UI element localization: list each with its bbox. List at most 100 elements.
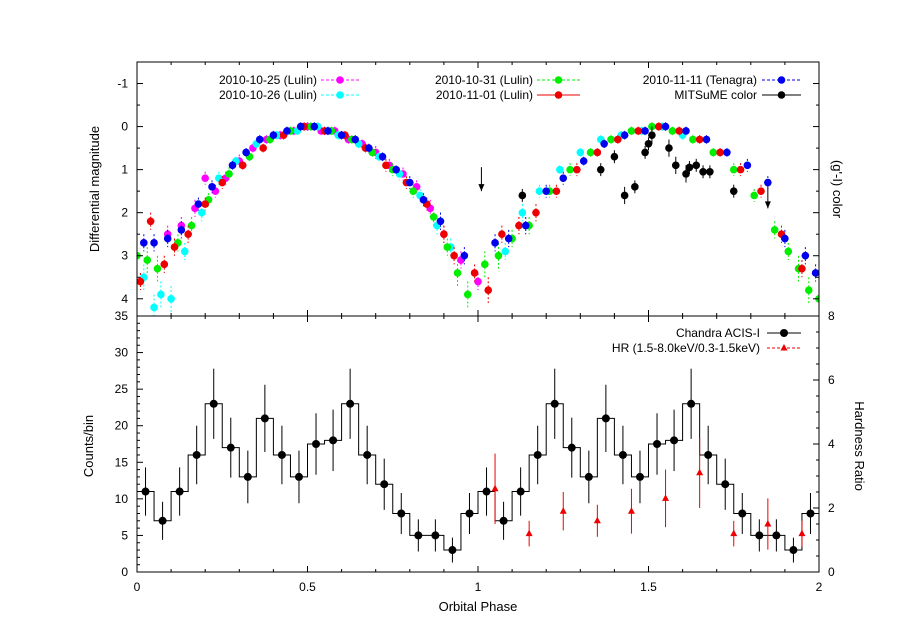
hr-point (696, 468, 704, 476)
counts-point (721, 480, 730, 489)
hr-point (525, 529, 533, 537)
data-point (723, 148, 731, 157)
data-point (689, 135, 697, 144)
series-4 (140, 122, 819, 282)
data-point (177, 226, 186, 234)
data-point (804, 286, 813, 294)
counts-point (499, 516, 508, 525)
counts-point (687, 399, 696, 408)
data-point (695, 135, 704, 144)
data-point (324, 127, 332, 135)
data-point (382, 161, 390, 170)
counts-point (226, 443, 235, 452)
bottom-ytick-label: 15 (115, 455, 129, 469)
data-point (409, 187, 418, 195)
counts-point (482, 487, 491, 496)
legend-marker (780, 329, 788, 337)
data-point (201, 200, 209, 208)
counts-point (550, 399, 559, 408)
data-point (699, 167, 707, 176)
data-point (552, 187, 561, 195)
data-point (798, 264, 806, 273)
hr-point (491, 484, 499, 492)
bottom-y2tick-label: 4 (828, 437, 835, 451)
data-point (150, 303, 158, 312)
data-point (170, 243, 179, 251)
legend-label: 2010-11-01 (Lulin) (436, 88, 533, 102)
data-point (641, 127, 649, 135)
data-point (429, 213, 438, 221)
bottom-ytick-label: 25 (115, 382, 129, 396)
data-point (160, 260, 169, 269)
data-point (614, 135, 622, 144)
series-3 (137, 122, 806, 304)
top-plot-content (137, 122, 819, 316)
data-point (140, 239, 148, 247)
data-point (620, 131, 629, 139)
series-1 (140, 122, 687, 316)
legend-label: MITSuME color (674, 88, 757, 102)
series-5 (518, 126, 738, 205)
data-point (150, 239, 158, 247)
legend-marker (554, 76, 563, 84)
counts-point (704, 450, 713, 459)
data-point (682, 127, 690, 135)
legend-marker (777, 91, 786, 99)
counts-point (294, 472, 303, 481)
data-point (559, 174, 568, 183)
counts-point (618, 450, 627, 459)
data-point (494, 251, 503, 260)
bottom-y2tick-label: 0 (828, 565, 835, 579)
legend-label: 2010-11-11 (Tenagra) (643, 73, 757, 87)
hr-point (764, 520, 772, 527)
data-point (351, 135, 360, 144)
data-point (518, 208, 527, 217)
data-point (146, 217, 155, 226)
annotation-arrowhead (478, 184, 485, 192)
data-point (702, 135, 711, 144)
bottom-plot-content (137, 368, 819, 563)
data-point (579, 157, 588, 165)
data-point (542, 187, 550, 195)
data-point (573, 165, 581, 174)
counts-point (192, 450, 201, 459)
data-point (474, 277, 482, 286)
counts-point (584, 472, 593, 481)
data-point (648, 131, 656, 139)
histogram-step-line (137, 403, 819, 551)
data-point (600, 139, 608, 148)
counts-point (755, 531, 764, 540)
data-point (535, 187, 544, 195)
data-point (576, 148, 585, 157)
bottom-xlabel: Orbital Phase (439, 599, 518, 614)
data-point (337, 131, 346, 139)
data-point (501, 247, 510, 256)
bottom-xtick-label: 1 (475, 580, 482, 594)
data-point (228, 161, 237, 170)
legend-marker (336, 91, 344, 99)
data-point (661, 122, 670, 131)
counts-point (670, 436, 679, 445)
data-point (187, 221, 196, 230)
counts-point (260, 414, 269, 423)
top-ytick-label: 1 (121, 163, 128, 177)
top-ytick-label: -1 (117, 77, 128, 91)
data-point (440, 230, 448, 239)
data-point (586, 148, 595, 157)
data-point (153, 264, 162, 273)
data-point (518, 191, 527, 200)
bottom-ytick-label: 5 (121, 528, 128, 542)
data-point (781, 234, 789, 243)
counts-point (414, 531, 423, 540)
data-point (607, 135, 615, 144)
counts-point (601, 414, 610, 423)
counts-point (312, 440, 321, 448)
data-point (225, 170, 233, 178)
bottom-ytick-label: 0 (121, 565, 128, 579)
data-point (218, 178, 227, 187)
data-point (675, 127, 683, 135)
counts-point (738, 509, 747, 518)
bottom-xtick-label: 0 (134, 580, 141, 594)
